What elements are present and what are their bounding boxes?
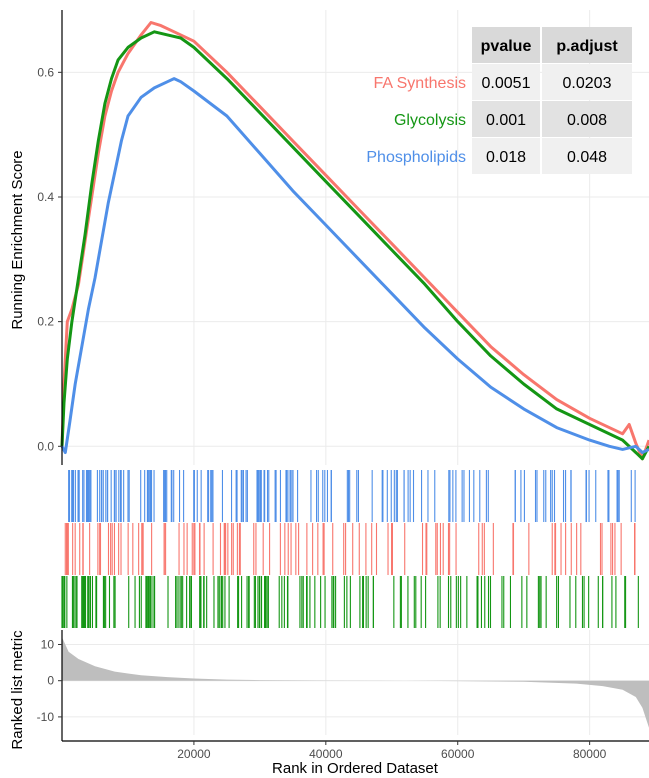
table-header-cell (472, 27, 540, 63)
table-cell-bg (472, 138, 540, 174)
pvalue-cell: 0.0051 (482, 75, 531, 92)
table-header-label: p.adjust (556, 38, 618, 55)
ranked-metric-area (62, 637, 649, 728)
pvalue-cell: 0.001 (486, 112, 526, 129)
x-axis-title: Rank in Ordered Dataset (272, 760, 439, 777)
ranked-y-tick-label: 10 (41, 637, 55, 651)
axes: 0.0 0.2 0.4 0.6 10 0 -10 20000 40000 60000 80000 (37, 10, 649, 761)
series-line-glycolysis (60, 30, 649, 461)
ranked-metric-panel (62, 637, 649, 728)
enrichment-lines (60, 21, 649, 461)
table-cell-bg (542, 64, 632, 100)
table-cell-bg (542, 101, 632, 137)
table-header-label: pvalue (481, 38, 532, 55)
series-line-phospholipids (60, 77, 649, 454)
gene-hit-ticks (61, 470, 639, 628)
y-tick-label: 0.6 (37, 65, 54, 79)
y-tick-label: 0.0 (37, 439, 54, 453)
legend-series-name: FA Synthesis (374, 75, 467, 92)
padjust-cell: 0.048 (567, 149, 607, 166)
x-tick-label: 60000 (441, 747, 475, 761)
x-tick-label: 40000 (309, 747, 343, 761)
ranked-y-tick-label: -10 (37, 710, 55, 724)
x-tick-label: 80000 (573, 747, 607, 761)
table-cell-bg (542, 138, 632, 174)
ranked-y-tick-label: 0 (47, 674, 54, 688)
pvalue-cell: 0.018 (486, 149, 526, 166)
padjust-cell: 0.008 (567, 112, 607, 129)
y-axis-title: Running Enrichment Score (9, 150, 26, 329)
table-cell-bg (472, 101, 540, 137)
y-tick-label: 0.2 (37, 315, 54, 329)
legend-series-name: Glycolysis (394, 112, 466, 129)
ranked-metric-axis-title: Ranked list metric (9, 630, 26, 750)
table-cell-bg (472, 64, 540, 100)
x-tick-label: 20000 (177, 747, 211, 761)
table-header-cell (542, 27, 632, 63)
y-tick-label: 0.4 (37, 190, 54, 204)
pvalue-legend-table: pvalue p.adjust FA Synthesis 0.0051 0.0203 Gl… (366, 27, 632, 174)
legend-series-name: Phospholipids (366, 149, 466, 166)
padjust-cell: 0.0203 (563, 75, 612, 92)
